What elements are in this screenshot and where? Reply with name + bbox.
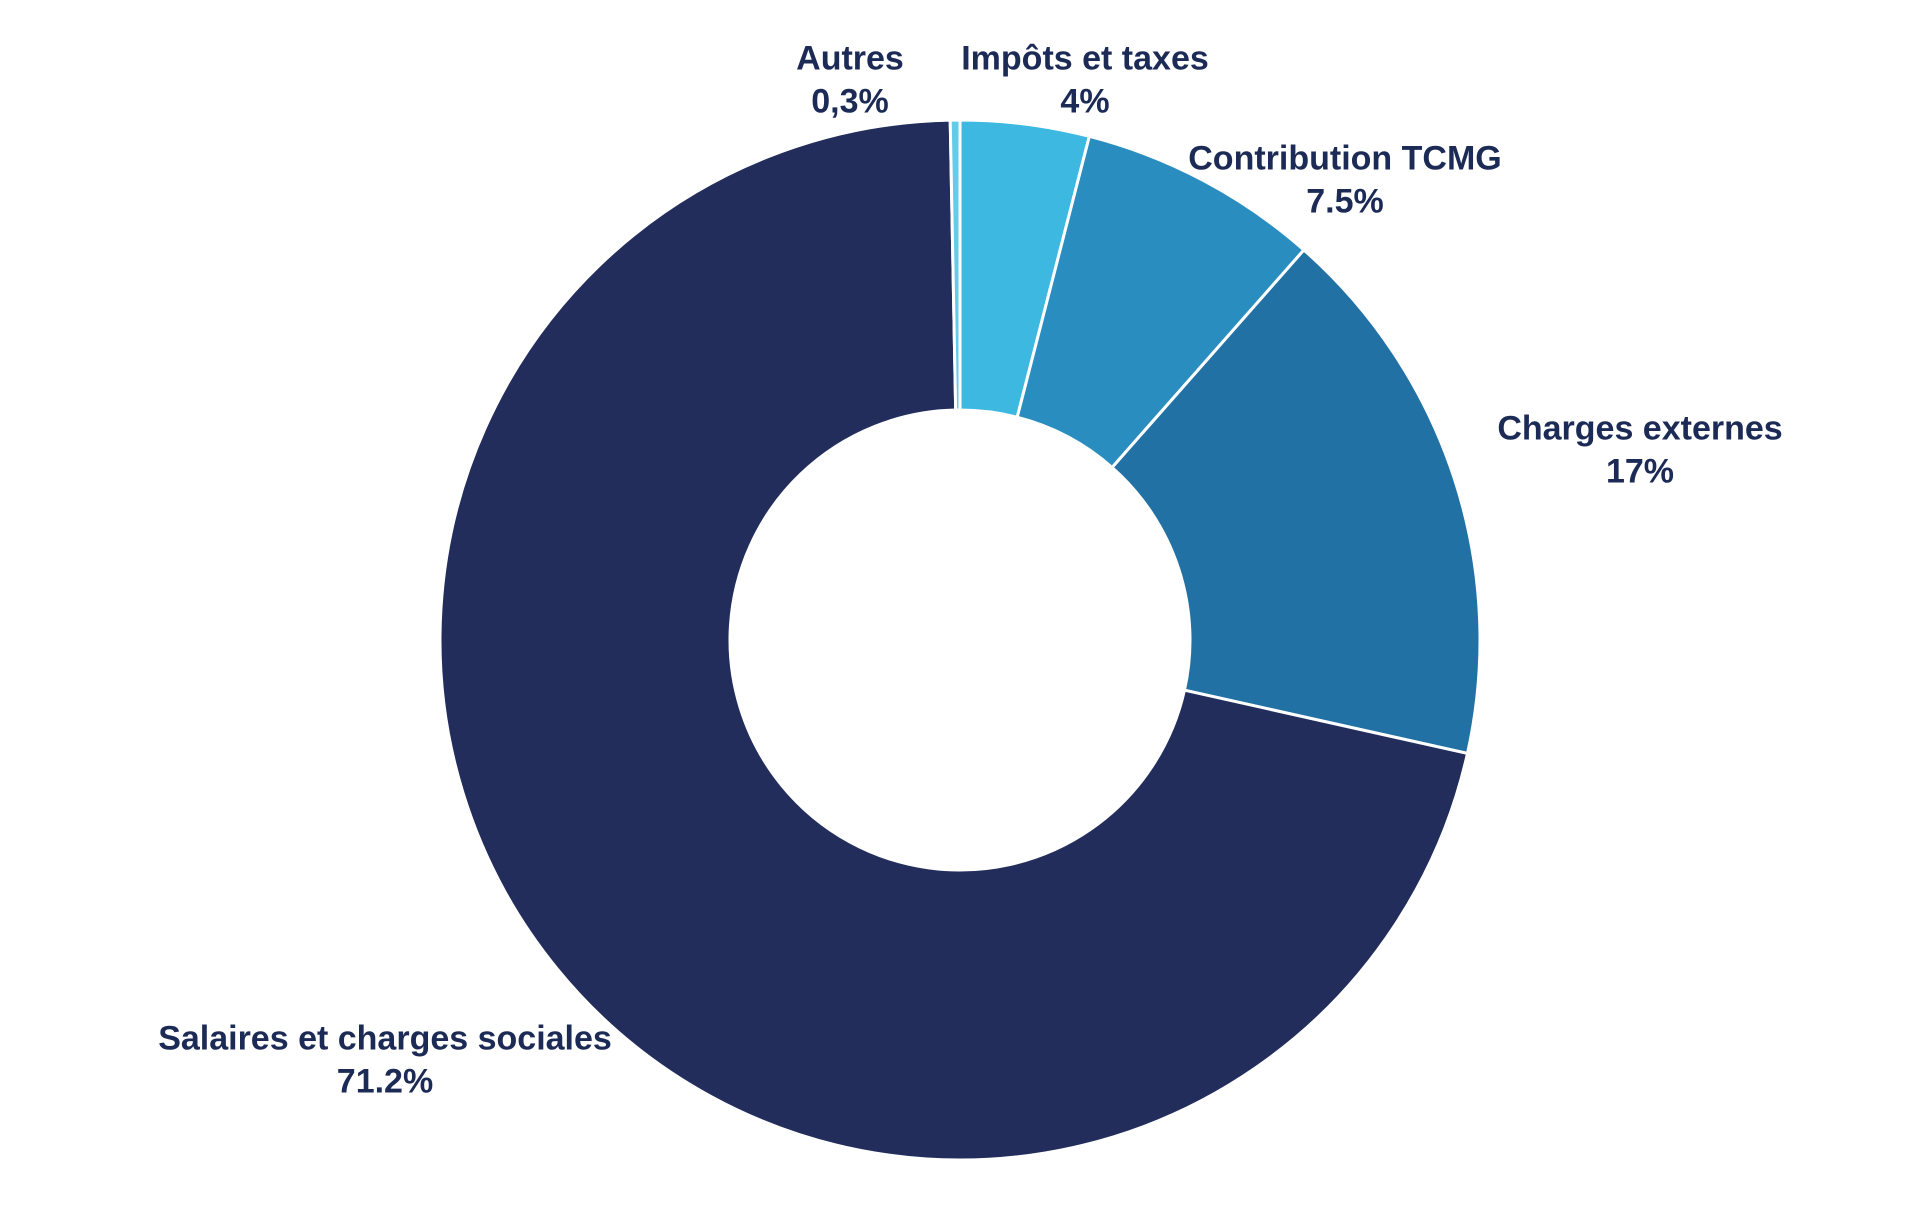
donut-chart: Impôts et taxes 4% Contribution TCMG 7.5… (0, 0, 1920, 1216)
label-salaires-value: 71.2% (158, 1060, 612, 1103)
label-salaires-name: Salaires et charges sociales (158, 1018, 612, 1061)
label-contribution: Contribution TCMG 7.5% (1188, 138, 1501, 223)
label-impots: Impôts et taxes 4% (961, 38, 1209, 123)
label-contribution-value: 7.5% (1188, 180, 1501, 223)
label-impots-name: Impôts et taxes (961, 38, 1209, 81)
label-autres-value: 0,3% (796, 80, 904, 123)
label-autres-name: Autres (796, 38, 904, 81)
label-contribution-name: Contribution TCMG (1188, 138, 1501, 181)
label-charges-externes: Charges externes 17% (1497, 408, 1782, 493)
label-autres: Autres 0,3% (796, 38, 904, 123)
label-salaires: Salaires et charges sociales 71.2% (158, 1018, 612, 1103)
label-impots-value: 4% (961, 80, 1209, 123)
label-charges-externes-name: Charges externes (1497, 408, 1782, 451)
label-charges-externes-value: 17% (1497, 450, 1782, 493)
